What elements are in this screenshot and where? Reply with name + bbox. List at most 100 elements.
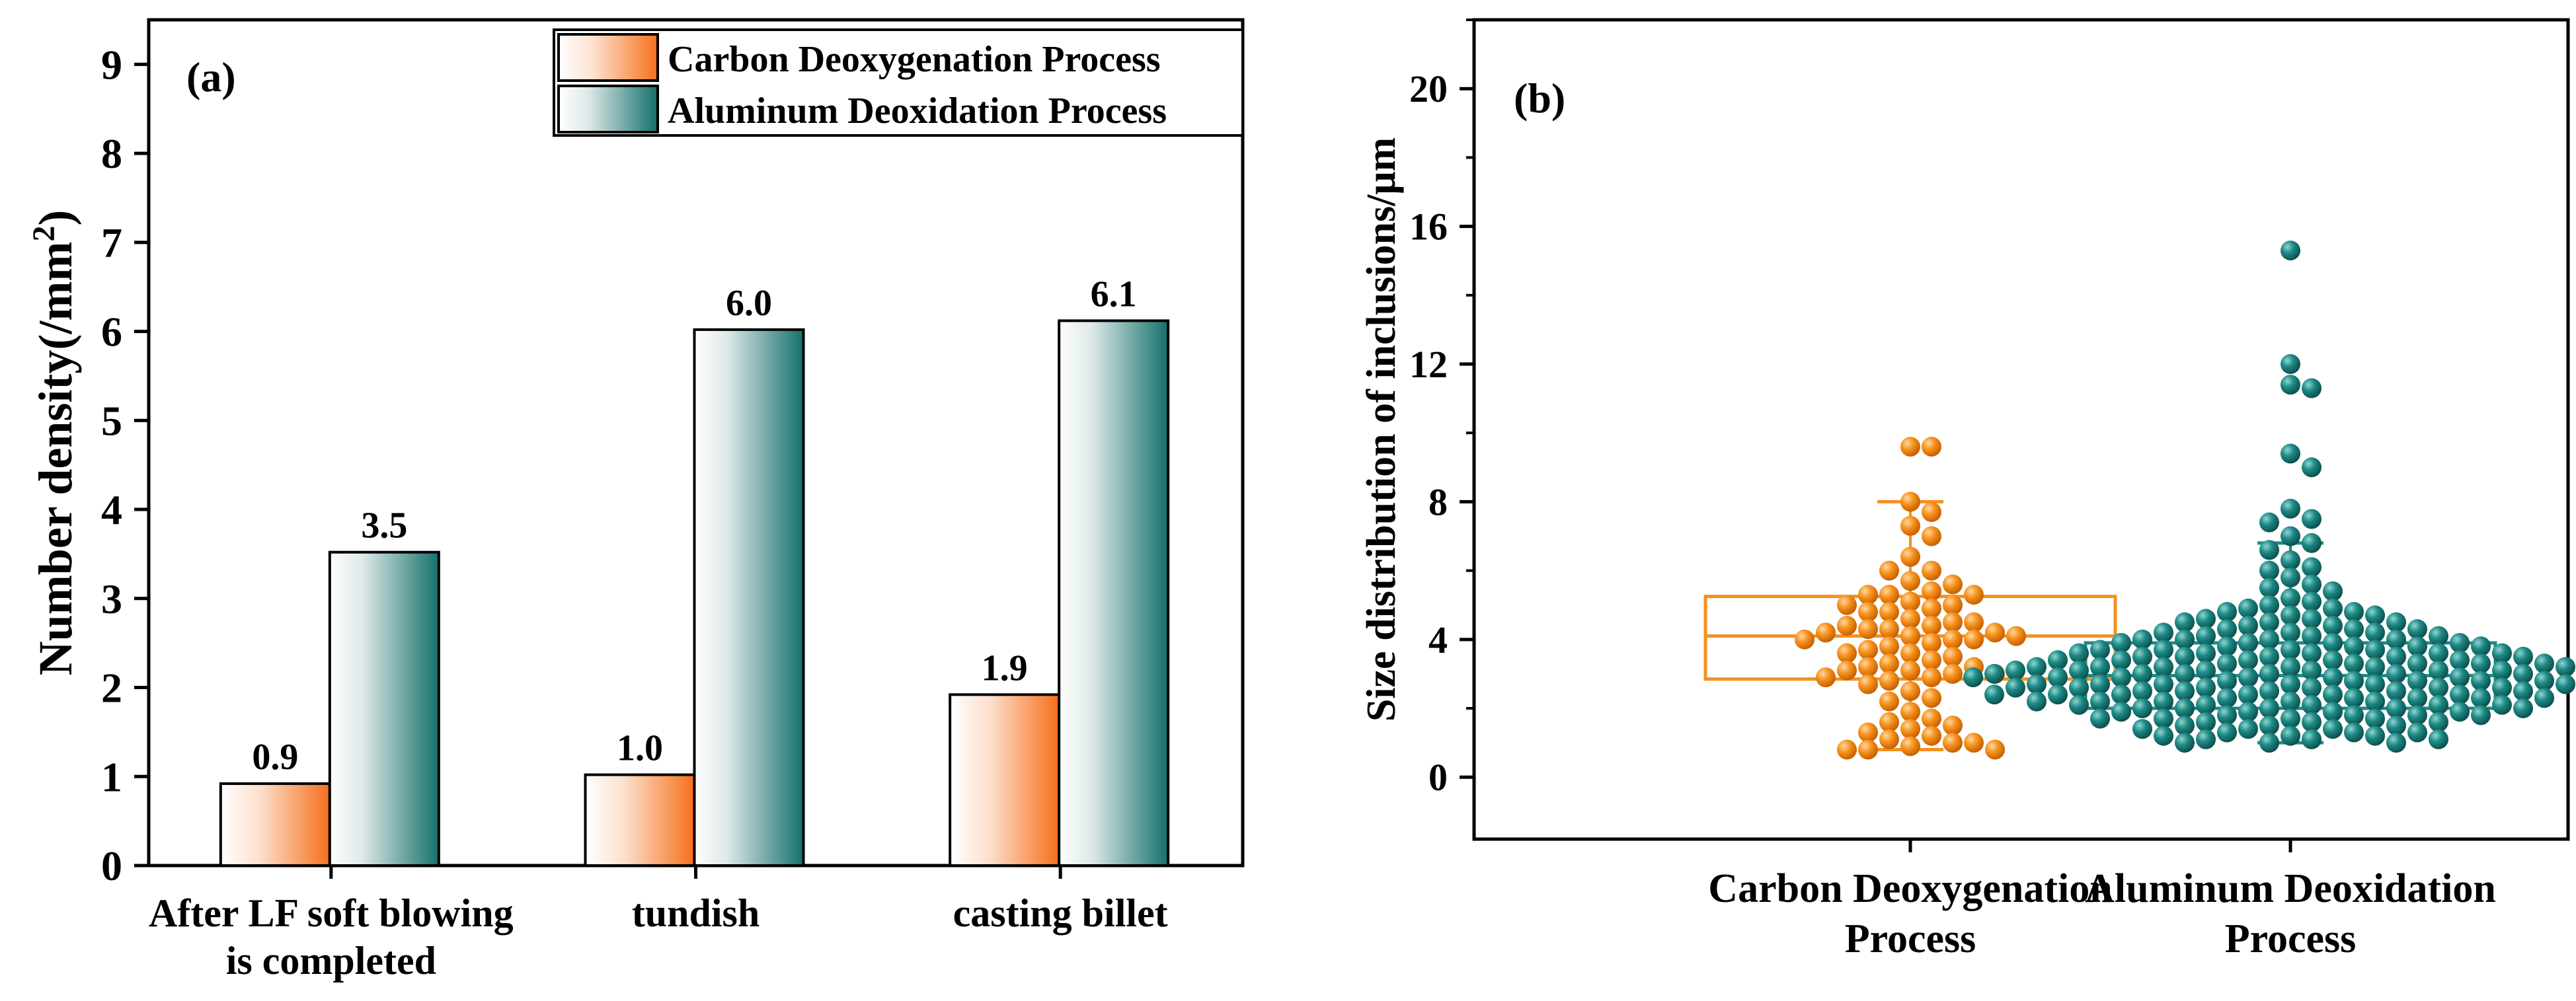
data-point — [2492, 660, 2512, 681]
data-point — [2386, 646, 2406, 667]
data-point — [2217, 636, 2237, 657]
x-tick-label: casting billet — [953, 891, 1168, 935]
bar-value-label: 1.9 — [982, 648, 1028, 688]
data-point — [1964, 629, 1984, 649]
data-point — [2217, 671, 2237, 691]
data-point — [2154, 657, 2173, 677]
data-point — [1922, 650, 1941, 671]
data-point — [1900, 702, 1920, 722]
data-point — [1900, 571, 1920, 591]
y-tick-label: 12 — [1409, 343, 1448, 386]
data-point — [2132, 719, 2152, 739]
data-point — [1858, 674, 1878, 694]
data-point — [2175, 681, 2195, 701]
data-point — [2323, 719, 2343, 739]
data-point — [2238, 685, 2258, 705]
data-point — [1922, 560, 1941, 581]
data-point — [2302, 457, 2322, 478]
y-tick-label: 8 — [101, 130, 122, 177]
data-point — [2111, 685, 2131, 705]
data-point — [1900, 719, 1920, 739]
data-point — [2281, 443, 2300, 464]
data-point — [2259, 629, 2279, 649]
data-point — [2450, 650, 2470, 671]
data-point — [2302, 509, 2322, 529]
data-point — [1964, 733, 1984, 753]
data-point — [2450, 685, 2470, 705]
data-point — [2259, 733, 2279, 753]
data-point — [2027, 674, 2047, 694]
data-point — [1943, 716, 1963, 736]
data-point — [2365, 691, 2385, 712]
data-point — [1879, 653, 1899, 674]
data-point — [1900, 591, 1920, 612]
data-point — [2407, 671, 2427, 691]
data-point — [1858, 619, 1878, 640]
data-point — [2069, 694, 2089, 715]
data-point — [2365, 657, 2385, 677]
data-point — [1879, 585, 1899, 605]
data-point — [1922, 688, 1941, 708]
data-point — [2344, 653, 2364, 674]
data-point — [2302, 557, 2322, 577]
data-point — [2407, 688, 2427, 708]
data-point — [2365, 640, 2385, 660]
data-point — [2048, 685, 2068, 705]
data-point — [2365, 605, 2385, 626]
y-tick-label: 1 — [101, 753, 122, 800]
data-point — [1943, 612, 1963, 632]
data-point — [1984, 663, 2004, 684]
data-point — [1879, 636, 1899, 657]
data-point — [2111, 702, 2131, 722]
data-point — [1984, 685, 2004, 705]
data-point — [2196, 712, 2216, 732]
data-point — [2302, 729, 2322, 749]
data-point — [2429, 626, 2448, 646]
data-point — [2111, 667, 2131, 688]
data-point — [2175, 698, 2195, 719]
data-point — [1964, 612, 1984, 632]
data-point — [1900, 492, 1920, 512]
data-point — [2196, 677, 2216, 698]
data-point — [1837, 739, 1857, 760]
bar — [584, 773, 696, 868]
y-tick-label: 20 — [1409, 67, 1448, 110]
data-point — [1943, 646, 1963, 667]
data-point — [2281, 375, 2300, 395]
data-point — [1900, 681, 1920, 701]
bar-value-label: 1.0 — [617, 728, 663, 769]
data-point — [2492, 694, 2512, 715]
data-point — [2429, 660, 2448, 681]
data-point — [1816, 622, 1836, 643]
data-point — [2323, 702, 2343, 722]
data-point — [2323, 598, 2343, 618]
data-point — [1900, 546, 1920, 567]
data-point — [1943, 595, 1963, 615]
data-point — [1900, 643, 1920, 663]
y-tick-label: 0 — [101, 842, 122, 889]
data-point — [2259, 512, 2279, 533]
data-point — [2154, 725, 2173, 746]
data-point — [2259, 577, 2279, 598]
data-point — [2386, 733, 2406, 753]
data-point — [1922, 502, 1941, 523]
data-point — [2238, 719, 2258, 739]
data-point — [2534, 688, 2554, 708]
data-point — [2175, 612, 2195, 632]
data-point — [2471, 705, 2491, 725]
data-point — [2238, 650, 2258, 671]
data-point — [2238, 598, 2258, 618]
data-point — [2471, 636, 2491, 657]
data-point — [1900, 660, 1920, 681]
data-point — [2407, 619, 2427, 640]
data-point — [1943, 629, 1963, 649]
data-point — [1879, 712, 1899, 732]
data-point — [2238, 667, 2258, 688]
data-point — [2175, 716, 2195, 736]
data-point — [2132, 698, 2152, 719]
data-point — [1858, 739, 1878, 760]
y-tick-label: 2 — [101, 665, 122, 712]
data-point — [2429, 643, 2448, 663]
data-point — [2006, 626, 2026, 646]
data-point — [1837, 595, 1857, 615]
